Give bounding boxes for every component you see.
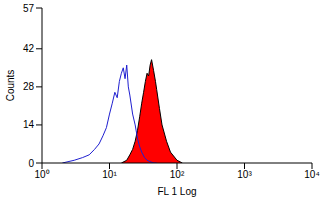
svg-text:0: 0 bbox=[28, 158, 34, 169]
svg-text:Counts: Counts bbox=[8, 70, 16, 102]
svg-text:10³: 10³ bbox=[237, 169, 252, 180]
svg-text:10²: 10² bbox=[170, 169, 185, 180]
svg-text:10¹: 10¹ bbox=[102, 169, 117, 180]
svg-text:14: 14 bbox=[23, 119, 35, 130]
svg-text:FL 1 Log: FL 1 Log bbox=[157, 186, 196, 197]
svg-text:42: 42 bbox=[23, 43, 35, 54]
svg-text:10⁰: 10⁰ bbox=[34, 169, 49, 180]
svg-text:28: 28 bbox=[23, 81, 35, 92]
svg-text:10⁴: 10⁴ bbox=[304, 169, 316, 180]
svg-text:57: 57 bbox=[23, 3, 35, 14]
